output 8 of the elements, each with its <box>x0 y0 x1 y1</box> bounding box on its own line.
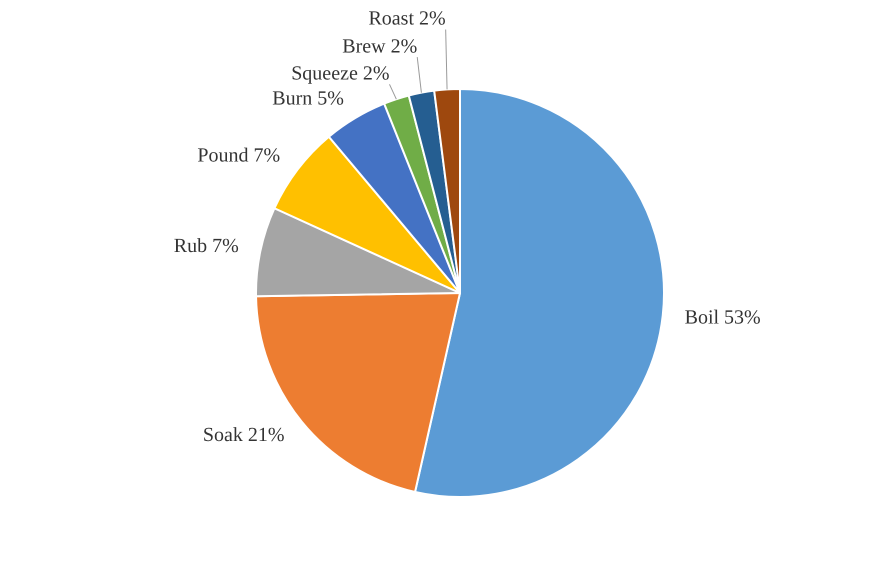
slice-label: Brew 2% <box>342 35 418 58</box>
slice-label: Boil 53% <box>684 306 761 328</box>
slice-label: Soak 21% <box>202 424 285 446</box>
slice-label: Squeeze 2% <box>291 62 390 85</box>
slice-label: Rub 7% <box>174 234 239 257</box>
slice-label: Burn 5% <box>272 87 344 110</box>
slice-label: Roast 2% <box>368 8 446 30</box>
slice-label: Pound 7% <box>197 144 280 166</box>
